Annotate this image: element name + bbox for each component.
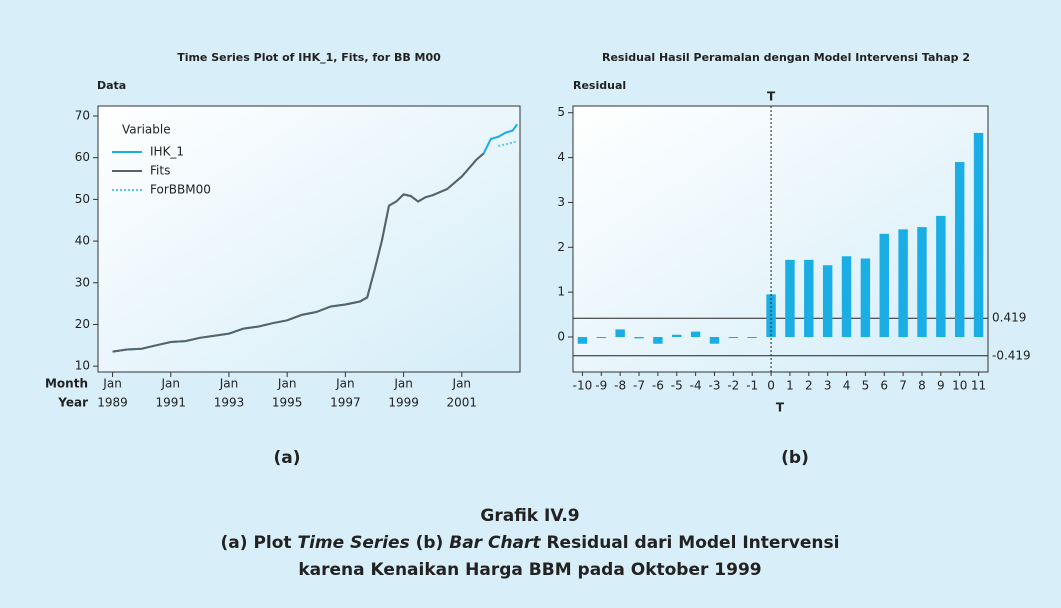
y-axis-label: Residual — [573, 79, 626, 92]
bar — [936, 215, 946, 338]
figure-title: Grafik IV.9 — [480, 506, 579, 526]
x-axis-label: T — [776, 401, 785, 415]
plot-area — [97, 105, 521, 373]
x-tick-month: Jan — [335, 377, 355, 391]
chart-title: Residual Hasil Peramalan dengan Model In… — [602, 51, 970, 64]
y-tick-label: 10 — [75, 359, 90, 373]
figure-caption: karena Kenaikan Harga BBM pada Oktober 1… — [298, 560, 761, 580]
y-tick-label: 20 — [75, 317, 90, 331]
caption-part: (b) — [410, 533, 450, 553]
panel-caption: (b) — [781, 448, 809, 468]
x-tick-label: 9 — [937, 379, 945, 393]
x-axis-label: Month — [45, 377, 88, 391]
x-tick-label: 5 — [862, 379, 870, 393]
x-tick-label: -8 — [614, 379, 626, 393]
x-axis-label: Year — [57, 396, 88, 410]
bar — [822, 265, 833, 338]
series-line — [112, 152, 485, 353]
x-tick-label: 4 — [843, 379, 851, 393]
caption-part: (a) Plot — [221, 533, 298, 553]
x-tick-label: -9 — [595, 379, 607, 393]
x-tick-label: -5 — [671, 379, 683, 393]
x-tick-label: -7 — [633, 379, 645, 393]
y-tick-label: 2 — [557, 240, 565, 254]
x-tick-month: Jan — [219, 377, 239, 391]
figure-caption: (a) Plot Time Series (b) Bar Chart Resid… — [221, 533, 840, 553]
bar — [954, 162, 965, 338]
reference-label: -0.419 — [992, 348, 1031, 362]
bar — [690, 331, 701, 338]
bar — [577, 337, 588, 344]
x-tick-label: 1993 — [214, 396, 245, 410]
x-tick-label: -10 — [573, 379, 593, 393]
y-tick-label: 40 — [75, 234, 90, 248]
bar — [672, 334, 682, 338]
bar — [653, 337, 663, 344]
x-tick-label: 1 — [786, 379, 794, 393]
x-tick-month: Jan — [161, 377, 181, 391]
x-tick-label: -2 — [727, 379, 739, 393]
x-tick-label: 1997 — [330, 396, 361, 410]
x-tick-label: 1989 — [97, 396, 128, 410]
legend-label: IHK_1 — [150, 145, 184, 159]
bar — [879, 233, 889, 338]
x-tick-month: Jan — [102, 377, 122, 391]
x-tick-month: Jan — [393, 377, 413, 391]
x-tick-label: 1999 — [388, 396, 419, 410]
y-tick-label: 1 — [557, 285, 565, 299]
y-tick-label: 4 — [557, 150, 565, 164]
x-tick-label: 6 — [880, 379, 888, 393]
y-tick-label: 60 — [75, 150, 90, 164]
x-tick-label: -3 — [708, 379, 720, 393]
x-tick-label: 2001 — [447, 396, 478, 410]
bar — [596, 337, 607, 339]
bar — [917, 227, 927, 338]
y-axis-label: Data — [97, 79, 126, 92]
caption-part: Residual dari Model Intervensi — [541, 533, 840, 553]
x-tick-month: Jan — [452, 377, 472, 391]
x-tick-label: 3 — [824, 379, 832, 393]
x-tick-label: 1995 — [272, 396, 303, 410]
caption-part: Bar Chart — [449, 533, 541, 553]
y-tick-label: 30 — [75, 275, 90, 289]
y-tick-label: 5 — [557, 105, 565, 119]
x-tick-month: Jan — [277, 377, 297, 391]
bar — [841, 256, 852, 338]
x-tick-label: 8 — [918, 379, 926, 393]
bar — [860, 258, 871, 338]
y-tick-label: 70 — [75, 109, 90, 123]
bar — [785, 259, 795, 338]
y-tick-label: 3 — [557, 195, 565, 209]
bar — [973, 132, 984, 338]
x-tick-label: 7 — [899, 379, 907, 393]
bar — [728, 337, 739, 339]
caption-part: Time Series — [297, 533, 409, 553]
x-tick-label: 0 — [767, 379, 775, 393]
legend-title: Variable — [122, 123, 171, 137]
x-tick-label: 2 — [805, 379, 813, 393]
x-tick-label: 1991 — [155, 396, 186, 410]
event-label: T — [767, 90, 776, 104]
x-tick-label: 11 — [971, 379, 986, 393]
bar — [747, 337, 757, 339]
legend-label: ForBBM00 — [150, 183, 211, 197]
bar — [898, 229, 908, 338]
bar — [804, 259, 814, 338]
series-line — [497, 140, 518, 147]
chart-title: Time Series Plot of IHK_1, Fits, for BB … — [177, 51, 441, 64]
x-tick-label: -4 — [690, 379, 702, 393]
y-tick-label: 0 — [557, 330, 565, 344]
legend-label: Fits — [150, 164, 170, 178]
bar — [615, 329, 625, 338]
panel-caption: (a) — [273, 448, 300, 468]
x-tick-label: -6 — [652, 379, 664, 393]
reference-label: 0.419 — [992, 311, 1026, 325]
y-tick-label: 50 — [75, 192, 90, 206]
x-tick-label: -1 — [746, 379, 758, 393]
bar — [634, 337, 644, 339]
bar — [709, 337, 720, 344]
x-tick-label: 10 — [952, 379, 967, 393]
